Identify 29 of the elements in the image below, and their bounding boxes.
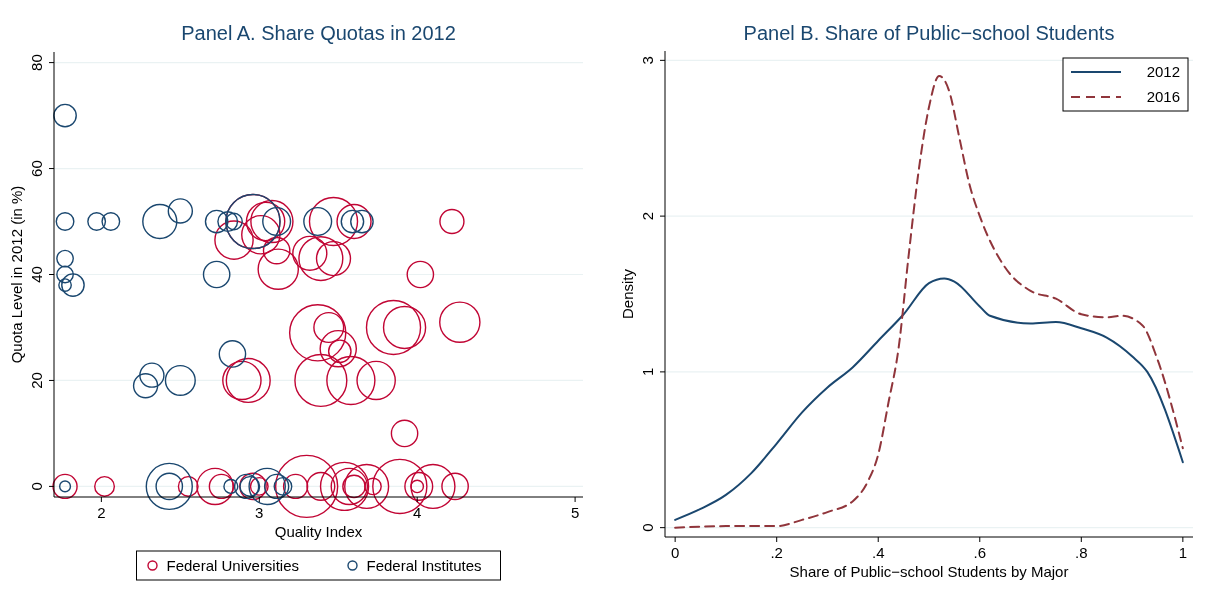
x-tick-label: .6 [973, 544, 987, 561]
x-tick-label: .4 [871, 544, 885, 561]
y-axis-title: Density [619, 268, 636, 320]
chart-title: Panel B. Share of Public−school Students [743, 22, 1115, 44]
x-tick-label: .8 [1075, 544, 1088, 561]
x-tick-label: 4 [413, 504, 422, 521]
legend-label: Federal Universities [166, 557, 300, 574]
x-tick-label: 5 [570, 504, 580, 521]
x-tick-label: 0 [670, 544, 680, 561]
x-axis-title: Quality Index [274, 523, 363, 540]
y-tick-label: 0 [28, 482, 45, 491]
y-tick-label: 60 [28, 160, 45, 177]
x-axis-title: Share of Public−school Students by Major [789, 563, 1069, 580]
y-tick-label: 80 [28, 54, 45, 71]
y-axis-title: Quota Level in 2012 (in %) [8, 185, 25, 364]
legend-label: Federal Institutes [366, 557, 482, 574]
y-tick-label: 20 [28, 372, 45, 389]
y-tick-label: 0 [639, 523, 656, 532]
y-tick-label: 40 [28, 266, 45, 283]
y-tick-label: 1 [639, 367, 656, 377]
x-tick-label: .2 [770, 544, 783, 561]
chart-title: Panel A. Share Quotas in 2012 [181, 22, 456, 44]
legend-label: 2012 [1146, 63, 1180, 80]
x-tick-label: 2 [97, 504, 106, 521]
y-tick-label: 3 [639, 56, 656, 65]
y-tick-label: 2 [639, 211, 656, 221]
x-tick-label: 1 [1178, 544, 1188, 561]
x-tick-label: 3 [255, 504, 264, 521]
legend-label: 2016 [1146, 88, 1180, 105]
